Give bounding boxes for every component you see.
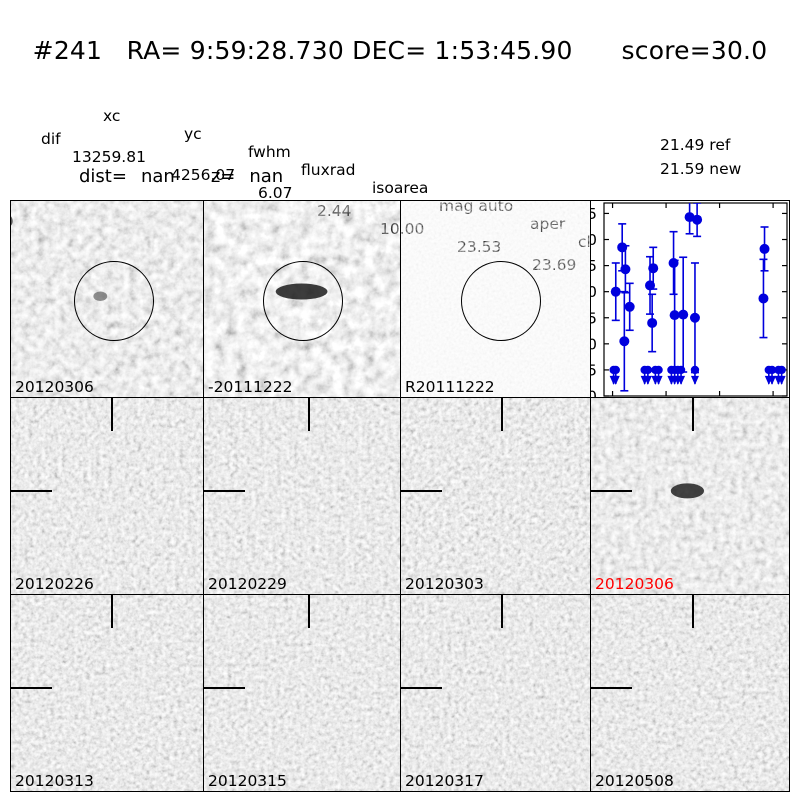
column-header-xc: xc: [103, 107, 121, 125]
cutout-grid: 20120306 -20111222: [10, 200, 790, 792]
noise-field: [401, 398, 590, 594]
crosshair-tick-top: [501, 595, 503, 628]
svg-text:25.0: 25.0: [591, 335, 597, 353]
stamp-epoch-20120315[interactable]: 20120315: [204, 595, 401, 791]
stamp-epoch-20120229[interactable]: 20120229: [204, 398, 401, 595]
crosshair-tick-top: [692, 398, 694, 431]
header-panel: #241 RA= 9:59:28.730 DEC= 1:53:45.90 sco…: [0, 0, 800, 310]
crosshair-tick-top: [692, 595, 694, 628]
dist-value: nan: [140, 166, 175, 187]
crosshair-tick-top: [501, 398, 503, 431]
row-prefix: dif: [41, 130, 61, 148]
stamp-epoch-20120317[interactable]: 20120317: [401, 595, 591, 791]
crosshair-tick-left: [204, 490, 245, 492]
svg-text:22.5: 22.5: [591, 205, 597, 223]
stamp-epoch-20120508[interactable]: 20120508: [591, 595, 789, 791]
page-title: #241 RA= 9:59:28.730 DEC= 1:53:45.90 sco…: [32, 36, 768, 65]
redshift-label: z=: [210, 166, 236, 187]
value-fwhm: 6.07: [258, 184, 293, 202]
svg-text:25.5: 25.5: [591, 361, 597, 379]
stamp-epoch-20120226[interactable]: 20120226: [11, 398, 204, 595]
crosshair-tick-left: [591, 490, 632, 492]
stamp-epoch-20120303[interactable]: 20120303: [401, 398, 591, 595]
stamp-label: -20111222: [208, 377, 293, 396]
stamp-label: 20120229: [208, 574, 287, 593]
stamp-ref-R20111222[interactable]: R20111222: [401, 201, 591, 398]
stamp-label: R20111222: [405, 377, 495, 396]
stamp-label: 20120508: [595, 771, 674, 790]
crosshair-tick-left: [11, 687, 52, 689]
noise-field: [401, 595, 590, 791]
svg-text:23.5: 23.5: [591, 257, 597, 275]
noise-field: [204, 398, 400, 594]
stamp-diff-20120306[interactable]: 20120306: [11, 201, 204, 398]
aperture-circle: [263, 261, 343, 341]
crosshair-tick-left: [591, 687, 632, 689]
phmag-new-value: 21.59 new: [660, 160, 742, 178]
stamp-label: 20120306: [15, 377, 94, 396]
stamp-epoch-20120306-highlight[interactable]: 20120306: [591, 398, 789, 595]
lightcurve-svg: 22.523.023.524.024.525.025.526.005010015…: [591, 202, 788, 399]
phmag-ref-value: 21.49 ref: [660, 136, 731, 154]
crosshair-tick-left: [401, 687, 442, 689]
column-header-fwhm: fwhm: [248, 143, 291, 161]
crosshair-tick-top: [308, 595, 310, 628]
value-yc: 4256.07: [171, 166, 236, 184]
stamp-label: 20120306: [595, 574, 674, 593]
noise-field: [591, 398, 789, 594]
noise-field: [11, 398, 203, 594]
redshift-value: nan: [249, 166, 284, 187]
svg-text:26.0: 26.0: [591, 388, 597, 399]
svg-text:23.0: 23.0: [591, 231, 597, 249]
stamp-refsub-20111222[interactable]: -20111222: [204, 201, 401, 398]
svg-text:24.0: 24.0: [591, 283, 597, 301]
noise-field: [591, 595, 789, 791]
dist-redshift-row: dist= nan z= nan: [79, 166, 283, 187]
column-header-isoarea: isoarea: [372, 179, 429, 197]
stamp-label: 20120226: [15, 574, 94, 593]
stamp-label: 20120303: [405, 574, 484, 593]
crosshair-tick-top: [308, 398, 310, 431]
dist-label: dist=: [79, 166, 127, 187]
crosshair-tick-left: [11, 490, 52, 492]
stamp-epoch-20120313[interactable]: 20120313: [11, 595, 204, 791]
aperture-circle: [461, 261, 541, 341]
svg-text:24.5: 24.5: [591, 309, 597, 327]
noise-field: [204, 595, 400, 791]
stamp-label: 20120315: [208, 771, 287, 790]
crosshair-tick-left: [401, 490, 442, 492]
value-xc: 13259.81: [72, 148, 146, 166]
aperture-circle: [74, 261, 154, 341]
column-header-yc: yc: [184, 125, 202, 143]
column-header-fluxrad: fluxrad: [301, 161, 356, 179]
noise-field: [11, 595, 203, 791]
crosshair-tick-top: [111, 398, 113, 431]
crosshair-tick-left: [204, 687, 245, 689]
lightcurve-panel[interactable]: 22.523.023.524.024.525.025.526.005010015…: [591, 201, 789, 398]
crosshair-tick-top: [111, 595, 113, 628]
stamp-label: 20120317: [405, 771, 484, 790]
stamp-label: 20120313: [15, 771, 94, 790]
